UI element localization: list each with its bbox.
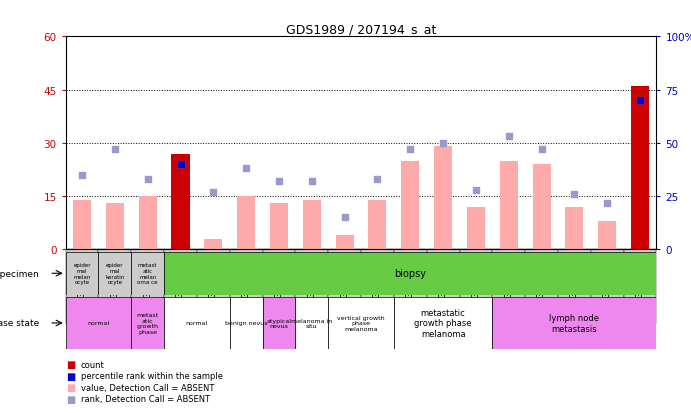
Point <box>569 191 580 198</box>
Bar <box>328 297 394 349</box>
Text: ■: ■ <box>66 359 75 369</box>
Text: epider
mal
keratin
ocyte: epider mal keratin ocyte <box>105 262 124 285</box>
Text: rank, Detection Call = ABSENT: rank, Detection Call = ABSENT <box>81 394 210 404</box>
Bar <box>98 250 131 324</box>
Bar <box>295 297 328 349</box>
Bar <box>131 252 164 295</box>
Point <box>634 98 645 104</box>
Text: percentile rank within the sample: percentile rank within the sample <box>81 371 223 380</box>
Bar <box>434 147 452 250</box>
Bar <box>229 297 263 349</box>
Text: ■: ■ <box>66 394 75 404</box>
Bar <box>205 239 223 250</box>
Bar <box>131 250 164 324</box>
Bar <box>631 87 649 250</box>
Text: count: count <box>81 360 104 369</box>
Bar <box>98 252 131 295</box>
Bar <box>533 165 551 250</box>
Bar <box>171 154 189 250</box>
Bar <box>525 250 558 324</box>
Bar <box>368 200 386 250</box>
Text: value, Detection Call = ABSENT: value, Detection Call = ABSENT <box>81 383 214 392</box>
Bar <box>394 250 426 324</box>
Bar <box>139 197 157 250</box>
Point <box>175 161 186 168</box>
Bar <box>401 161 419 250</box>
Bar <box>263 297 295 349</box>
Bar <box>591 250 623 324</box>
Point <box>142 176 153 183</box>
Bar <box>229 250 263 324</box>
Text: benign nevus: benign nevus <box>225 320 267 326</box>
Text: metast
atic
growth
phase: metast atic growth phase <box>137 312 159 335</box>
Bar <box>336 236 354 250</box>
Point <box>437 140 448 147</box>
Point <box>175 161 186 168</box>
Point <box>274 178 285 185</box>
Bar <box>500 161 518 250</box>
Text: ■: ■ <box>66 382 75 392</box>
Text: normal: normal <box>87 320 110 326</box>
Point <box>471 187 482 194</box>
Bar <box>598 221 616 250</box>
Text: disease state: disease state <box>0 319 39 328</box>
Text: epider
mal
melan
ocyte: epider mal melan ocyte <box>73 262 91 285</box>
Point <box>602 200 613 206</box>
Bar <box>66 252 98 295</box>
Bar <box>237 197 255 250</box>
Text: metast
atic
melan
oma ce: metast atic melan oma ce <box>138 262 158 285</box>
Point <box>77 172 88 179</box>
Text: lymph node
metastasis: lymph node metastasis <box>549 313 599 333</box>
Bar <box>394 297 492 349</box>
Bar <box>303 200 321 250</box>
Bar <box>295 250 328 324</box>
Bar <box>558 250 591 324</box>
Title: GDS1989 / 207194_s_at: GDS1989 / 207194_s_at <box>286 23 436 36</box>
Text: melanoma in
situ: melanoma in situ <box>291 318 332 329</box>
Bar <box>631 87 649 250</box>
Bar <box>328 250 361 324</box>
Bar <box>164 297 229 349</box>
Text: normal: normal <box>186 320 208 326</box>
Text: biopsy: biopsy <box>395 268 426 279</box>
Bar <box>106 204 124 250</box>
Bar <box>66 297 131 349</box>
Bar <box>66 250 98 324</box>
Bar <box>623 250 656 324</box>
Bar <box>171 154 189 250</box>
Bar <box>164 252 656 295</box>
Bar <box>492 297 656 349</box>
Bar <box>73 200 91 250</box>
Point <box>240 166 252 172</box>
Point <box>536 147 547 153</box>
Bar <box>565 207 583 250</box>
Bar <box>131 297 164 349</box>
Point <box>306 178 317 185</box>
Point <box>405 147 416 153</box>
Bar <box>426 250 460 324</box>
Point <box>339 215 350 221</box>
Text: atypical
nevus: atypical nevus <box>267 318 292 329</box>
Bar <box>197 250 229 324</box>
Bar <box>164 250 197 324</box>
Point <box>503 134 514 140</box>
Text: vertical growth
phase
melanoma: vertical growth phase melanoma <box>337 315 385 332</box>
Point <box>634 98 645 104</box>
Bar <box>492 250 525 324</box>
Text: specimen: specimen <box>0 269 39 278</box>
Point <box>372 176 383 183</box>
Bar <box>467 207 485 250</box>
Text: ■: ■ <box>66 371 75 381</box>
Point <box>109 147 120 153</box>
Bar <box>460 250 492 324</box>
Bar <box>270 204 288 250</box>
Bar <box>361 250 394 324</box>
Text: metastatic
growth phase
melanoma: metastatic growth phase melanoma <box>415 309 472 338</box>
Bar <box>263 250 295 324</box>
Point <box>208 189 219 196</box>
